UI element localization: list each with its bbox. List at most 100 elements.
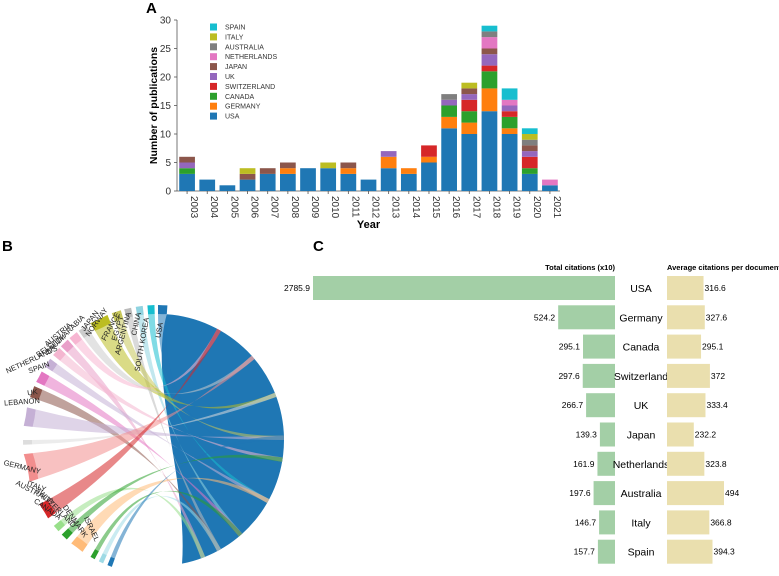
- x-tick-label: 2018: [490, 196, 501, 219]
- arc-8: [60, 339, 74, 353]
- value-total-netherlands: 161.9: [573, 459, 595, 469]
- ribbon-6: [83, 333, 255, 394]
- y-tick-label: 0: [165, 187, 171, 198]
- value-average-germany: 327.6: [706, 312, 728, 322]
- bar-2014-germany: [400, 168, 417, 174]
- y-tick-label: 5: [165, 158, 171, 169]
- bar-2008-germany: [280, 168, 296, 174]
- bar-2008-japan: [280, 162, 296, 169]
- bar-average-spain: [667, 539, 713, 564]
- legend-swatch-australia: [210, 43, 217, 51]
- value-total-germany: 524.2: [534, 312, 556, 322]
- panel-a-chart: 0 5 10 15 20 25 30 Number of publications 2003 20…: [148, 16, 562, 232]
- bar-average-usa: [667, 276, 704, 300]
- bar-2018-usa: [481, 111, 498, 191]
- bar-2020-japan: [521, 145, 538, 152]
- bar-2021-usa: [542, 185, 558, 191]
- bar-2010-italy: [320, 162, 337, 169]
- y-axis-title: Number of publications: [148, 47, 160, 164]
- x-tick-label: 2015: [430, 196, 441, 219]
- bar-average-uk: [667, 393, 706, 418]
- bar-total-canada: [583, 334, 615, 359]
- bar-2017-switzerland: [461, 99, 478, 112]
- bar-average-switzerland: [667, 363, 710, 388]
- legend-label-netherlands: NETHERLANDS: [225, 54, 277, 61]
- arc-7: [69, 332, 83, 345]
- legend-swatch-netherlands: [210, 53, 217, 61]
- legend-label-australia: AUSTRALIA: [225, 44, 264, 51]
- value-total-uk: 266.7: [562, 400, 584, 410]
- bar-2014-usa: [400, 173, 417, 191]
- bar-2020-spain: [521, 128, 538, 134]
- bar-2017-germany: [461, 122, 478, 134]
- bar-total-italy: [599, 510, 615, 535]
- country-label-uk: UK: [27, 387, 39, 397]
- bar-average-canada: [667, 334, 702, 359]
- bar-2019-uk: [501, 105, 518, 112]
- legend-label-switzerland: SWITZERLAND: [225, 84, 275, 91]
- bar-2003-uk: [179, 162, 195, 169]
- arc-14: [23, 440, 33, 445]
- ribbon-16: [47, 328, 221, 514]
- bar-2018-germany: [481, 88, 498, 112]
- ribbon-11: [44, 376, 243, 537]
- bar-2007-japan: [259, 168, 276, 174]
- ribbon-7: [75, 328, 221, 389]
- bar-2020-italy: [521, 134, 538, 140]
- bar-2017-italy: [461, 82, 478, 89]
- x-tick-label: 2011: [349, 196, 360, 218]
- ribbon-20: [95, 490, 243, 552]
- arc-17: [53, 520, 66, 532]
- bar-2018-switzerland: [481, 65, 498, 72]
- bar-2011-usa: [340, 173, 357, 191]
- bar-2018-spain: [481, 25, 498, 32]
- legend-label-canada: CANADA: [225, 94, 255, 101]
- y-tick-label: 20: [160, 73, 172, 84]
- x-tick-label: 2008: [289, 196, 300, 219]
- bar-2015-switzerland: [421, 145, 437, 157]
- arc-6: [78, 325, 92, 339]
- bar-average-australia: [667, 481, 724, 506]
- value-average-italy: 366.8: [710, 517, 732, 527]
- bar-2006-usa: [239, 179, 256, 191]
- bar-2019-spain: [501, 88, 518, 100]
- country-label-canada: Canada: [623, 342, 660, 354]
- x-axis-title: Year: [357, 219, 381, 231]
- bar-2016-uk: [441, 99, 457, 106]
- arc-3: [124, 307, 133, 319]
- header-total-citations: Total citations (x10): [545, 263, 615, 272]
- bar-2019-canada: [501, 116, 518, 129]
- bar-2018-australia: [481, 31, 498, 38]
- legend-swatch-switzerland: [210, 82, 217, 90]
- value-average-switzerland: 372: [711, 371, 725, 381]
- arc-22: [107, 556, 115, 567]
- panel-c-chart: Total citations (x10) Average citations p…: [284, 263, 779, 564]
- bar-2004-usa: [199, 179, 216, 191]
- country-label-spain: Spain: [628, 547, 655, 559]
- bar-2017-canada: [461, 111, 478, 123]
- bar-2018-canada: [481, 71, 498, 89]
- bar-total-usa: [313, 276, 615, 300]
- x-tick-label: 2006: [249, 196, 260, 219]
- y-tick-label: 25: [160, 44, 172, 55]
- ribbon-21: [102, 496, 221, 556]
- ribbon-4: [114, 318, 285, 440]
- arc-20: [90, 549, 99, 560]
- x-tick-label: 2017: [470, 196, 481, 219]
- bar-2017-usa: [461, 134, 478, 191]
- value-total-spain: 157.7: [574, 547, 596, 557]
- value-total-canada: 295.1: [559, 342, 581, 352]
- legend-swatch-uk: [210, 73, 217, 80]
- legend-label-uk: UK: [225, 74, 235, 81]
- bar-2012-usa: [360, 179, 377, 191]
- bar-average-italy: [667, 510, 710, 535]
- arc-9: [53, 347, 66, 361]
- arc-12: [29, 386, 43, 401]
- legend-label-spain: SPAIN: [225, 25, 246, 32]
- bar-2006-japan: [239, 173, 256, 180]
- bar-2015-usa: [421, 162, 437, 191]
- arc-4: [111, 310, 124, 322]
- arc-2: [135, 305, 144, 316]
- panel-b-label: B: [2, 238, 13, 255]
